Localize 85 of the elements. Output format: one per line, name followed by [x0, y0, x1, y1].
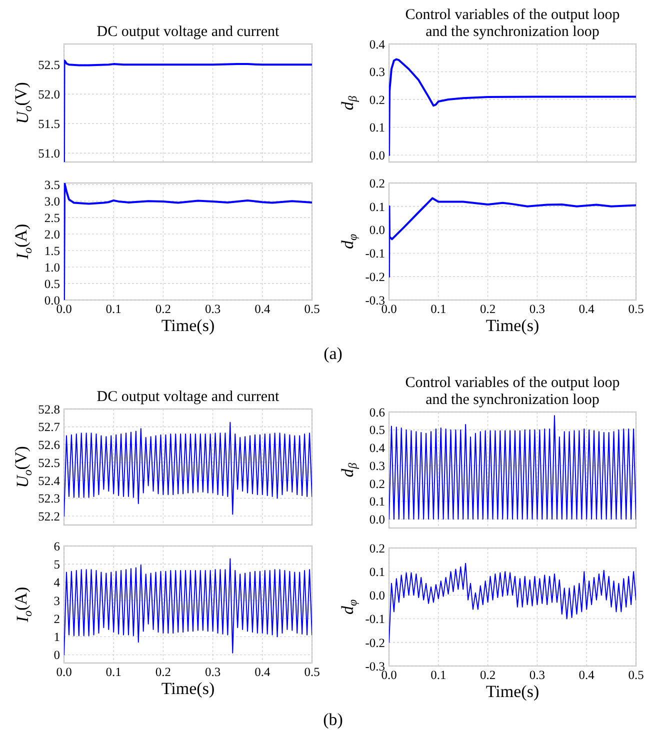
y-tick-label: 51.0 — [38, 146, 60, 161]
x-tick-label: 0.1 — [106, 665, 122, 679]
line-series — [389, 58, 636, 156]
y-tick-label: 0.3 — [369, 458, 385, 473]
line-series — [389, 562, 636, 643]
x-tick-label: 0.2 — [155, 302, 172, 316]
y-tick-label: 3.0 — [44, 194, 60, 208]
x-tick-label: 0.5 — [304, 665, 320, 679]
line-series — [389, 415, 636, 520]
y-tick-label: 52.4 — [38, 474, 61, 488]
y-tick-label: 1.5 — [44, 244, 60, 258]
y-tick-label: 0.3 — [369, 65, 385, 80]
y-tick-label: 2.5 — [44, 210, 60, 225]
text: (a) — [324, 344, 342, 363]
y-tick-label: 0.1 — [369, 200, 385, 214]
x-tick-label: 0.3 — [204, 665, 221, 679]
y-tick-label: 0.2 — [369, 541, 385, 556]
x-tick-label: 0.2 — [155, 665, 172, 679]
chart-title: Control variables of the output loop and the synchronization loop — [405, 7, 620, 40]
y-tick-label: 0.0 — [369, 148, 385, 162]
y-tick-label: -0.1 — [365, 612, 385, 626]
y-tick-label: 1.0 — [44, 260, 60, 274]
y-tick-label: 0.2 — [369, 92, 385, 107]
y-tick-label: 52.6 — [38, 438, 60, 452]
y-tick-label: 52.5 — [38, 58, 60, 72]
y-tick-label: 6 — [54, 539, 60, 554]
text: (b) — [323, 710, 343, 729]
y-tick-label: 5 — [54, 558, 60, 572]
x-tick-label: 0.1 — [430, 668, 446, 682]
y-tick-label: 0.1 — [369, 564, 385, 579]
y-tick-label: -0.2 — [365, 636, 385, 650]
y-tick-label: 1 — [54, 630, 60, 644]
x-tick-label: 0.3 — [204, 302, 221, 316]
y-tick-label: -0.2 — [365, 270, 385, 284]
x-tick-label: 0.4 — [254, 665, 271, 679]
y-tick-label: 0.0 — [369, 588, 385, 603]
y-tick-label: 2.0 — [44, 227, 60, 242]
x-tick-label: 0.4 — [254, 302, 271, 316]
y-tick-label: 0.0 — [369, 223, 385, 238]
x-tick-label: 0.3 — [529, 302, 546, 316]
y-tick-label: 0.1 — [369, 494, 385, 509]
y-tick-label: 52.3 — [38, 492, 60, 506]
line-series — [389, 197, 636, 278]
chart-title: DC output voltage and current — [96, 389, 280, 405]
y-tick-label: 3 — [54, 594, 60, 608]
line-series — [64, 558, 312, 656]
y-tick-label: 52.7 — [38, 420, 60, 434]
y-tick-label: 0.6 — [369, 405, 385, 420]
y-tick-label: 0.5 — [369, 423, 385, 438]
x-tick-label: 0.4 — [578, 302, 596, 316]
y-tick-label: 0.5 — [44, 276, 60, 291]
line-series — [64, 183, 312, 300]
y-tick-label: 2 — [54, 612, 60, 626]
chart-title: Control variables of the output loop and the synchronization loop — [405, 375, 620, 408]
x-axis-title: Time(s) — [161, 316, 215, 335]
x-tick-label: 0.1 — [430, 302, 446, 316]
y-tick-label: 0.2 — [369, 176, 385, 190]
x-tick-label: 0.3 — [529, 668, 546, 682]
y-tick-label: -0.1 — [365, 246, 385, 261]
y-tick-label: 0.4 — [369, 37, 386, 52]
x-tick-label: 0.2 — [480, 668, 496, 682]
y-tick-label: 52.5 — [38, 456, 60, 470]
x-tick-label: 0.4 — [578, 668, 596, 682]
y-tick-label: 0 — [54, 648, 60, 662]
y-tick-label: 52.8 — [38, 402, 60, 416]
x-tick-label: 0.5 — [304, 302, 320, 316]
chart-title: DC output voltage and current — [96, 24, 280, 40]
y-tick-label: 0.2 — [369, 476, 385, 491]
y-tick-label: 3.5 — [44, 178, 60, 192]
x-tick-label: 0.5 — [628, 668, 644, 682]
y-tick-label: 52.0 — [38, 88, 60, 102]
x-tick-label: 0.2 — [480, 302, 496, 316]
y-tick-label: 51.5 — [38, 117, 60, 132]
y-tick-label: 4 — [54, 576, 61, 590]
x-tick-label: 0.1 — [106, 302, 122, 316]
y-tick-label: 0.4 — [369, 441, 386, 456]
y-tick-label: 0.1 — [369, 120, 385, 135]
line-series — [64, 60, 312, 162]
y-tick-label: 0.0 — [369, 512, 385, 526]
y-tick-label: 52.2 — [38, 509, 60, 524]
line-series — [64, 422, 312, 517]
x-axis-title: Time(s) — [486, 682, 540, 701]
x-axis-title: Time(s) — [486, 316, 540, 335]
x-tick-label: 0.5 — [628, 302, 644, 316]
x-axis-title: Time(s) — [161, 679, 215, 698]
